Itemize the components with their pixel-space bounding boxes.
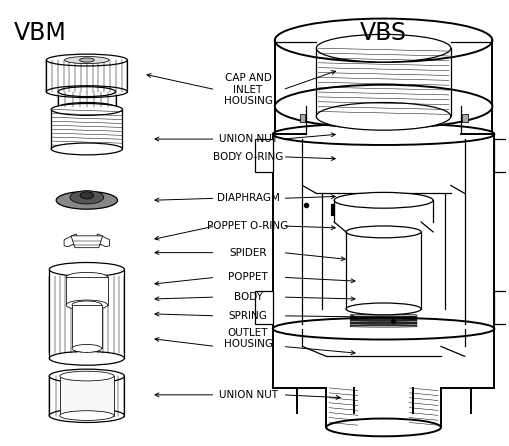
Polygon shape [96, 234, 109, 247]
Text: OUTLET
HOUSING: OUTLET HOUSING [223, 328, 273, 349]
Text: SPIDER: SPIDER [230, 248, 267, 258]
Ellipse shape [273, 318, 494, 339]
Bar [66, 277, 107, 305]
Ellipse shape [66, 273, 107, 282]
Bar [49, 269, 124, 358]
Ellipse shape [66, 300, 107, 310]
Ellipse shape [58, 87, 116, 97]
Ellipse shape [60, 371, 114, 381]
Polygon shape [255, 291, 273, 324]
Text: BODY O-RING: BODY O-RING [213, 152, 283, 162]
Ellipse shape [58, 103, 116, 112]
Ellipse shape [273, 123, 494, 145]
Ellipse shape [60, 411, 114, 421]
Ellipse shape [326, 418, 441, 436]
Bar [58, 92, 116, 107]
Ellipse shape [316, 34, 451, 62]
Text: DIAPHRAGM: DIAPHRAGM [217, 193, 279, 203]
Text: BODY: BODY [234, 292, 263, 302]
Text: UNION NUT: UNION NUT [218, 134, 277, 144]
Text: POPPET O-RING: POPPET O-RING [208, 221, 289, 231]
Bar [299, 114, 305, 122]
Ellipse shape [346, 303, 421, 315]
Ellipse shape [80, 192, 94, 199]
Ellipse shape [275, 19, 492, 62]
Bar [462, 114, 468, 122]
Ellipse shape [51, 143, 123, 155]
Ellipse shape [65, 57, 109, 64]
Text: UNION NUT: UNION NUT [218, 390, 277, 400]
Ellipse shape [49, 351, 124, 365]
Bar [51, 109, 123, 149]
Text: VBM: VBM [14, 21, 67, 45]
Text: VBS: VBS [360, 21, 407, 45]
Ellipse shape [46, 86, 127, 98]
Ellipse shape [56, 191, 118, 209]
Ellipse shape [46, 54, 127, 66]
Ellipse shape [49, 263, 124, 277]
Ellipse shape [72, 344, 102, 352]
Polygon shape [71, 236, 103, 248]
Ellipse shape [275, 85, 492, 128]
Text: CAP AND
INLET
HOUSING: CAP AND INLET HOUSING [223, 73, 273, 106]
Ellipse shape [334, 192, 433, 208]
Ellipse shape [346, 226, 421, 238]
Ellipse shape [70, 190, 104, 204]
Bar [60, 376, 114, 416]
Ellipse shape [49, 369, 124, 383]
Polygon shape [64, 234, 78, 247]
Ellipse shape [72, 301, 102, 309]
Polygon shape [494, 139, 509, 172]
Text: SPRING: SPRING [229, 311, 268, 321]
Ellipse shape [316, 103, 451, 130]
Polygon shape [494, 291, 509, 324]
Polygon shape [255, 139, 273, 172]
Text: POPPET: POPPET [228, 273, 268, 282]
Bar [49, 376, 124, 416]
Ellipse shape [79, 58, 94, 62]
Ellipse shape [51, 103, 123, 116]
Bar [46, 60, 127, 92]
Ellipse shape [49, 409, 124, 422]
Bar [72, 305, 102, 348]
